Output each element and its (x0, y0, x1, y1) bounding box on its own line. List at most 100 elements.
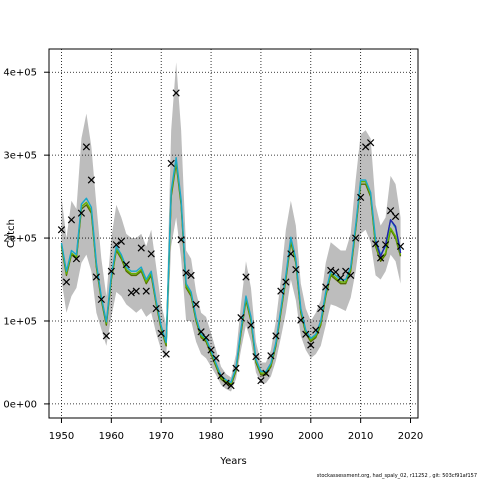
x-tick-label: 1970 (148, 431, 173, 442)
observed-point-stroke (282, 278, 290, 286)
observed-point-stroke (332, 268, 340, 276)
observed-point (262, 369, 270, 377)
observed-point (337, 274, 345, 282)
observed-point (386, 207, 395, 215)
observed-point-stroke (207, 346, 215, 354)
x-axis: 1950 1960 1970 1980 1990 2000 2010 2020 (49, 418, 423, 442)
observed-point-stroke (381, 241, 390, 249)
observed-point (257, 377, 265, 385)
observed-point (292, 265, 300, 274)
observed-point (67, 216, 76, 224)
x-tick-label: 1990 (248, 431, 273, 442)
y-axis: 0e+00 1e+05 2e+05 3e+05 4e+05 (3, 68, 49, 410)
observed-point-stroke (197, 328, 205, 336)
observed-point (391, 212, 400, 221)
observed-point-stroke (257, 377, 265, 385)
observed-point (237, 314, 245, 322)
observed-point (277, 287, 285, 295)
observed-point-stroke (386, 207, 395, 215)
observed-point (217, 372, 225, 380)
observed-point-stroke (97, 295, 105, 304)
observed-point (282, 278, 290, 286)
observed-point (322, 283, 330, 291)
observed-point (287, 250, 295, 258)
observed-point-stroke (337, 274, 345, 282)
observed-point (222, 379, 230, 387)
observed-point-stroke (232, 364, 240, 372)
observed-point-stroke (157, 329, 165, 338)
observed-point-stroke (327, 266, 335, 275)
observed-point-stroke (87, 176, 96, 184)
observed-point-stroke (147, 250, 155, 258)
observed-point (317, 304, 325, 313)
observed-point-stroke (247, 321, 255, 329)
observed-point-stroke (77, 209, 86, 217)
observed-point-stroke (152, 304, 160, 313)
observed-point (227, 382, 235, 390)
observed-point-stroke (376, 254, 385, 262)
observed-point (197, 328, 205, 336)
observed-point-stroke (252, 353, 260, 361)
observed-point (117, 237, 125, 246)
observed-point (177, 236, 185, 244)
observed-point (137, 244, 145, 252)
observed-point-stroke (317, 304, 325, 313)
y-tick-label: 2e+05 (3, 234, 37, 245)
x-axis-title: Years (219, 456, 246, 467)
observed-point-stroke (307, 341, 315, 349)
observed-point (207, 346, 215, 354)
observed-point (357, 193, 365, 202)
observed-point-stroke (367, 139, 375, 147)
observed-point-stroke (177, 236, 185, 244)
observed-point (212, 354, 220, 362)
observed-point-stroke (227, 382, 235, 390)
observed-point-stroke (347, 271, 355, 279)
observed-point-stroke (277, 287, 285, 295)
observed-point (152, 304, 160, 313)
confidence-band-layer (61, 62, 401, 392)
observed-point-stroke (182, 269, 190, 277)
observed-point-stroke (357, 193, 365, 202)
observed-point (147, 250, 155, 258)
observed-point-stroke (62, 278, 71, 286)
series-line-run-b (374, 219, 402, 257)
y-tick-label: 3e+05 (3, 151, 37, 162)
observed-point (272, 332, 280, 340)
observed-point-stroke (391, 212, 400, 221)
x-tick-label: 2020 (398, 431, 423, 442)
observed-point (297, 316, 305, 324)
observed-point (347, 271, 355, 279)
observed-point (332, 268, 340, 276)
observed-point-stroke (297, 316, 305, 324)
observed-point-stroke (67, 216, 76, 224)
observed-point (62, 278, 71, 286)
observed-point-stroke (172, 89, 180, 97)
x-tick-label: 1950 (49, 431, 74, 442)
observed-point-stroke (342, 267, 350, 275)
footer-credit: stockassessment.org, had_spaly_02, r1125… (316, 473, 477, 479)
observed-point (202, 333, 210, 342)
observed-point (312, 326, 320, 334)
observed-point-stroke (302, 330, 310, 338)
observed-points-layer (57, 89, 405, 390)
y-tick-label: 1e+05 (3, 316, 37, 327)
observed-point (122, 260, 130, 269)
observed-point (327, 266, 335, 275)
observed-point-stroke (202, 333, 210, 342)
observed-point (157, 329, 165, 338)
observed-point-stroke (142, 287, 150, 295)
series-line-run-a (60, 156, 402, 384)
observed-point-stroke (242, 273, 250, 281)
observed-point (162, 350, 170, 358)
observed-point-stroke (352, 234, 360, 242)
observed-point-stroke (72, 255, 81, 263)
observed-point-stroke (107, 267, 115, 275)
observed-point-stroke (167, 159, 175, 168)
observed-point-stroke (371, 240, 380, 248)
x-tick-label: 2000 (298, 431, 323, 442)
observed-point-stroke (292, 265, 300, 274)
observed-point-stroke (287, 250, 295, 258)
observed-point-stroke (217, 372, 225, 380)
observed-point (77, 209, 86, 217)
